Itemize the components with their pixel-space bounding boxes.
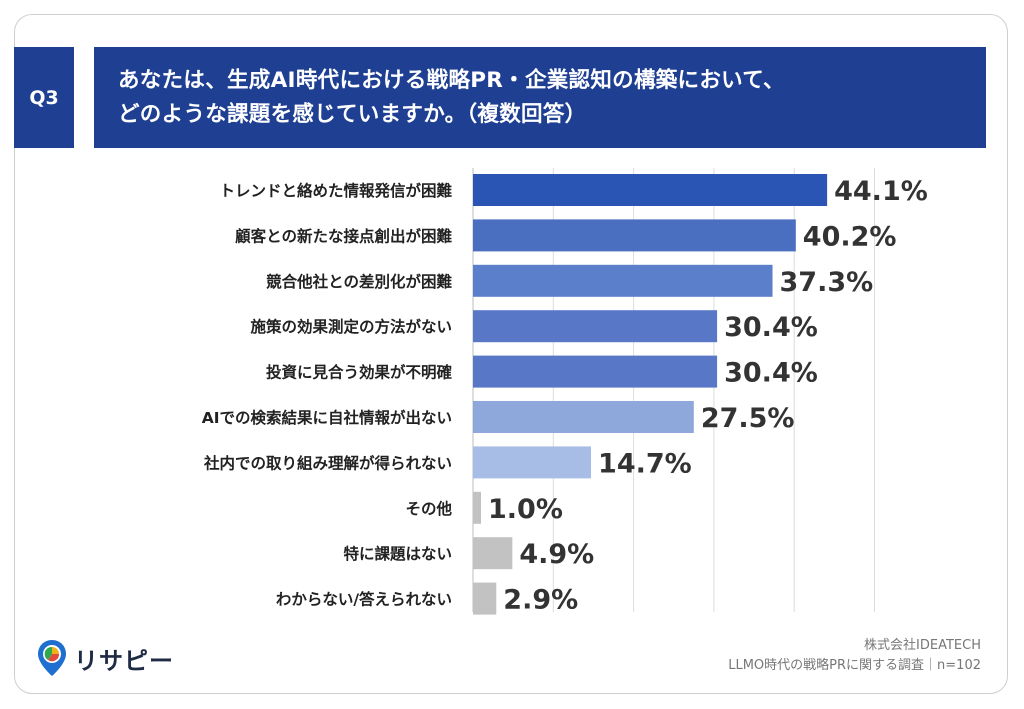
logo-text: リサピー: [74, 646, 174, 675]
category-label: 顧客との新たな接点創出が困難: [235, 226, 452, 245]
value-label: 44.1%: [834, 176, 928, 207]
value-label: 30.4%: [724, 358, 818, 389]
bar: [473, 446, 592, 479]
category-label: 社内での取り組み理解が得られない: [203, 453, 452, 472]
bar: [473, 219, 796, 252]
category-label: その他: [405, 499, 452, 518]
footer-survey: LLMO時代の戦略PRに関する調査｜n=102: [728, 658, 981, 673]
bar: [473, 582, 497, 615]
category-label: わからない/答えられない: [276, 590, 452, 609]
footer-company: 株式会社IDEATECH: [864, 638, 981, 653]
value-label: 4.9%: [519, 539, 594, 570]
value-label: 30.4%: [724, 312, 818, 343]
question-title-line-2: どのような課題を感じていますか。（複数回答）: [118, 102, 587, 127]
category-label: トレンドと絡めた情報発信が困難: [219, 181, 452, 200]
value-label: 14.7%: [598, 448, 692, 479]
value-label: 40.2%: [803, 221, 897, 252]
question-title: あなたは、生成AI時代における戦略PR・企業認知の構築において、 どのような課題…: [94, 47, 986, 148]
value-label: 27.5%: [701, 403, 795, 434]
category-label: 競合他社との差別化が困難: [266, 272, 452, 291]
bar: [473, 491, 482, 524]
map-pin-logo-icon: [38, 640, 66, 676]
bar: [473, 174, 828, 206]
bar: [473, 537, 513, 570]
value-label: 37.3%: [780, 267, 874, 298]
value-label: 1.0%: [488, 494, 563, 525]
bar: [473, 401, 694, 433]
question-title-line-1: あなたは、生成AI時代における戦略PR・企業認知の構築において、: [118, 68, 785, 93]
footer-credit: 株式会社IDEATECH LLMO時代の戦略PRに関する調査｜n=102: [728, 636, 981, 676]
question-badge: Q3: [14, 47, 74, 148]
bar: [473, 355, 718, 388]
category-label: 施策の効果測定の方法がない: [250, 317, 452, 336]
category-label: 特に課題はない: [343, 544, 452, 563]
value-label: 2.9%: [503, 585, 578, 616]
bar: [473, 264, 773, 297]
category-label: AIでの検索結果に自社情報が出ない: [202, 408, 452, 427]
bar: [473, 310, 718, 343]
risapy-logo: リサピー: [36, 638, 174, 678]
category-label: 投資に見合う効果が不明確: [266, 363, 453, 382]
